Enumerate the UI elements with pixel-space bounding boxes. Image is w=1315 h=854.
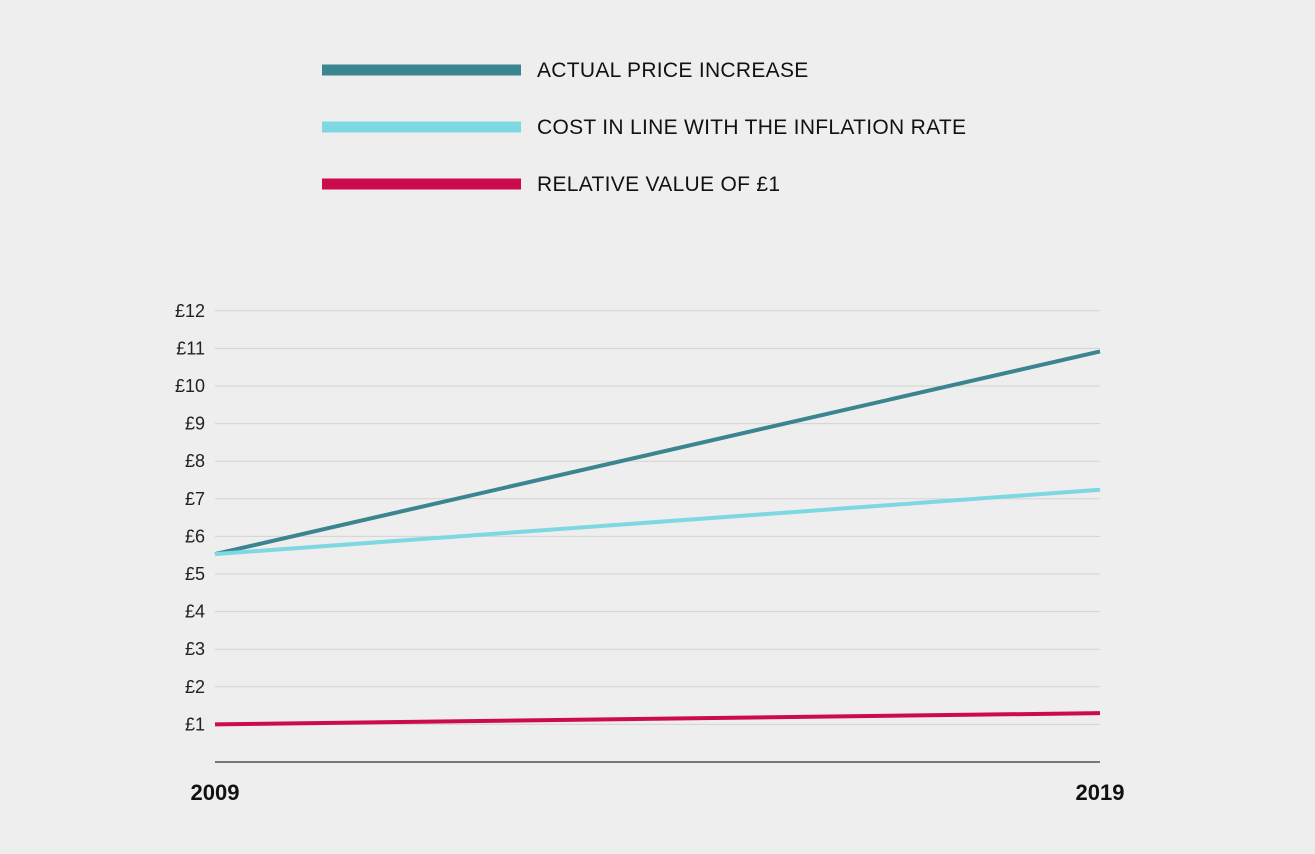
legend: ACTUAL PRICE INCREASE COST IN LINE WITH T… xyxy=(322,59,966,196)
y-tick-label-1: £2 xyxy=(185,677,205,697)
y-tick-label-10: £11 xyxy=(176,338,205,358)
y-tick-label-8: £9 xyxy=(185,414,205,434)
gridlines xyxy=(215,310,1100,725)
series-line-2 xyxy=(214,711,1101,727)
y-tick-label-2: £3 xyxy=(185,639,205,659)
y-tick-label-6: £7 xyxy=(185,489,205,509)
series-line-0 xyxy=(214,349,1101,557)
y-tick-label-9: £10 xyxy=(175,376,205,396)
y-tick-label-4: £5 xyxy=(185,564,205,584)
y-tick-label-5: £6 xyxy=(185,526,205,546)
series-lines xyxy=(214,349,1101,727)
y-tick-label-3: £4 xyxy=(185,602,205,622)
series-line-1 xyxy=(214,487,1101,557)
y-tick-label-11: £12 xyxy=(175,301,205,321)
y-axis-tick-labels: £1 £2 £3 £4 £5 £6 £7 £8 £9 £10 £11 £12 xyxy=(175,301,205,735)
legend-label-2: RELATIVE VALUE OF £1 xyxy=(537,173,780,196)
x-tick-label-1: 2019 xyxy=(1076,780,1125,805)
x-tick-label-0: 2009 xyxy=(191,780,240,805)
y-tick-label-0: £1 xyxy=(185,714,205,734)
x-axis-tick-labels: 2009 2019 xyxy=(191,780,1125,805)
legend-label-1: COST IN LINE WITH THE INFLATION RATE xyxy=(537,116,966,139)
legend-label-0: ACTUAL PRICE INCREASE xyxy=(537,59,809,82)
y-tick-label-7: £8 xyxy=(185,451,205,471)
